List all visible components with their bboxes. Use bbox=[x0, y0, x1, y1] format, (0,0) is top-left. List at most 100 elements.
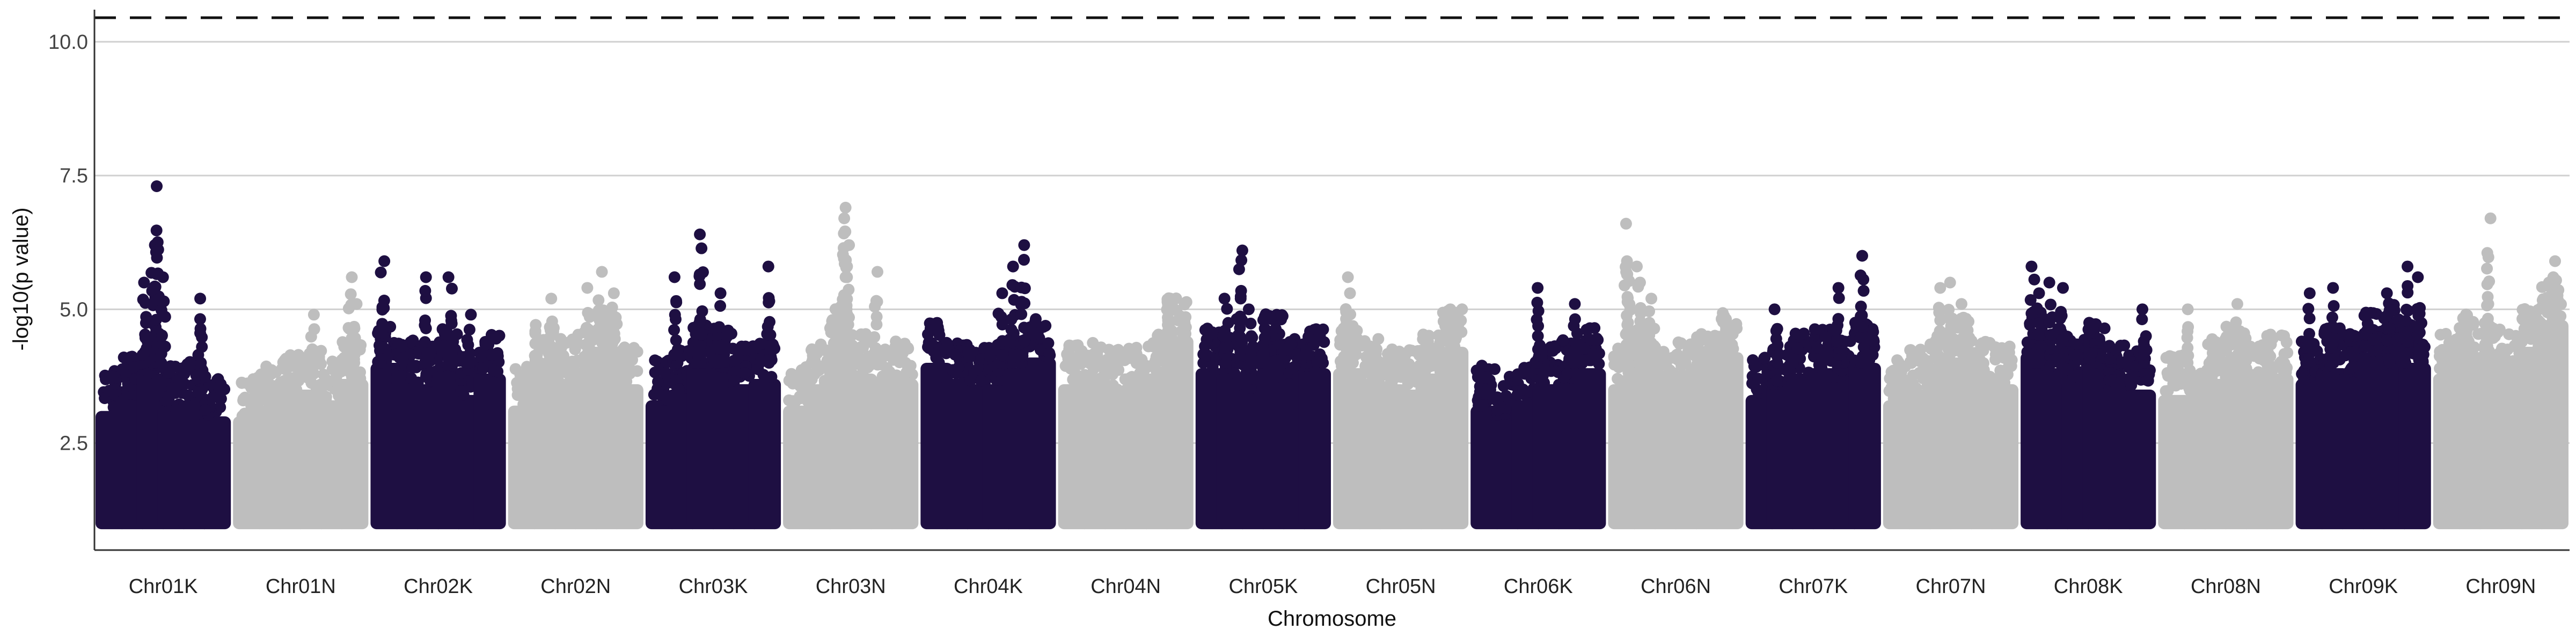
data-point bbox=[308, 309, 320, 321]
point-cluster bbox=[1436, 347, 1469, 530]
data-point bbox=[953, 361, 965, 374]
data-point bbox=[2412, 271, 2424, 283]
data-point bbox=[594, 347, 606, 359]
data-point bbox=[2187, 369, 2199, 382]
data-point bbox=[530, 319, 542, 331]
data-point bbox=[446, 282, 458, 295]
data-point bbox=[158, 295, 170, 308]
data-point bbox=[1891, 354, 1904, 367]
data-point bbox=[596, 266, 608, 278]
data-point bbox=[2518, 329, 2530, 341]
data-point bbox=[2261, 354, 2273, 366]
data-point bbox=[308, 323, 320, 335]
data-point bbox=[1445, 344, 1458, 356]
data-point bbox=[2224, 356, 2237, 369]
data-point bbox=[159, 340, 171, 353]
data-point bbox=[868, 331, 881, 343]
data-point bbox=[1072, 341, 1084, 353]
data-point bbox=[763, 316, 775, 328]
data-point bbox=[1831, 335, 1843, 348]
data-point bbox=[1956, 319, 1968, 331]
data-point bbox=[1258, 332, 1271, 344]
data-point bbox=[245, 400, 258, 412]
data-point bbox=[2328, 300, 2340, 312]
data-point bbox=[2505, 362, 2518, 374]
data-point bbox=[1006, 336, 1018, 348]
data-point bbox=[1867, 323, 1879, 335]
data-point bbox=[2325, 341, 2338, 354]
data-point bbox=[1816, 362, 1828, 374]
data-point bbox=[447, 357, 459, 369]
data-point bbox=[622, 365, 634, 377]
data-point bbox=[1933, 306, 1945, 319]
data-point bbox=[1532, 330, 1544, 342]
data-point bbox=[1162, 311, 1174, 324]
data-point bbox=[1752, 372, 1765, 385]
data-point bbox=[869, 342, 882, 354]
data-point bbox=[857, 341, 869, 354]
data-point bbox=[1832, 313, 1845, 325]
data-point bbox=[242, 409, 254, 421]
point-cluster bbox=[2398, 363, 2431, 530]
data-point bbox=[465, 309, 477, 321]
data-point bbox=[2302, 303, 2315, 315]
data-point bbox=[658, 367, 671, 379]
chromosome-points-Chr05K bbox=[1195, 244, 1331, 530]
data-point bbox=[1245, 330, 1257, 342]
data-point bbox=[838, 212, 851, 224]
data-point bbox=[544, 357, 557, 369]
data-point bbox=[668, 324, 680, 336]
chromosome-points-Chr05N bbox=[1333, 271, 1469, 530]
chromosome-points-Chr08N bbox=[2158, 298, 2294, 530]
data-point bbox=[1645, 292, 1658, 305]
data-point bbox=[1164, 292, 1176, 305]
data-point bbox=[1770, 375, 1783, 387]
data-point bbox=[1671, 348, 1684, 361]
data-point bbox=[150, 246, 162, 258]
data-point bbox=[150, 224, 163, 237]
data-point bbox=[336, 336, 349, 348]
data-point bbox=[608, 327, 620, 340]
chromosome-points-Chr02K bbox=[370, 255, 506, 530]
data-point bbox=[1346, 320, 1359, 332]
data-point bbox=[2402, 287, 2414, 299]
data-point bbox=[1208, 327, 1220, 340]
data-point bbox=[595, 326, 608, 339]
data-point bbox=[1729, 320, 1741, 333]
data-point bbox=[1162, 329, 1174, 341]
data-point bbox=[1016, 350, 1029, 362]
data-point bbox=[764, 342, 777, 355]
data-point bbox=[1221, 303, 1233, 315]
data-point bbox=[1856, 320, 1869, 333]
data-point bbox=[532, 337, 545, 349]
chromosome-points-Chr07N bbox=[1883, 276, 2019, 530]
x-tick-label: Chr03N bbox=[816, 575, 886, 598]
data-point bbox=[1239, 378, 1251, 390]
y-tick-labels: 2.5 5.0 7.5 10.0 bbox=[48, 31, 88, 455]
data-point bbox=[1179, 317, 1191, 329]
data-point bbox=[1281, 343, 1293, 356]
data-point bbox=[260, 387, 272, 399]
data-point bbox=[1484, 384, 1496, 396]
data-point bbox=[326, 355, 339, 368]
data-point bbox=[2054, 323, 2067, 335]
data-point bbox=[2031, 302, 2043, 314]
data-point bbox=[1999, 369, 2011, 381]
data-point bbox=[1368, 353, 1380, 365]
data-point bbox=[949, 348, 961, 361]
data-point bbox=[1924, 341, 1937, 354]
data-point bbox=[1236, 244, 1248, 257]
data-point bbox=[2296, 368, 2308, 380]
data-point bbox=[199, 370, 211, 383]
data-point bbox=[1770, 325, 1782, 337]
data-point bbox=[2136, 313, 2148, 326]
data-point bbox=[1444, 334, 1456, 347]
data-point bbox=[2413, 357, 2426, 369]
data-point bbox=[1695, 328, 1708, 340]
data-point bbox=[1620, 266, 1633, 278]
data-point bbox=[1798, 327, 1810, 340]
data-point bbox=[605, 317, 618, 330]
data-point bbox=[1452, 318, 1465, 330]
data-point bbox=[1070, 368, 1082, 380]
data-point bbox=[1720, 313, 1732, 325]
